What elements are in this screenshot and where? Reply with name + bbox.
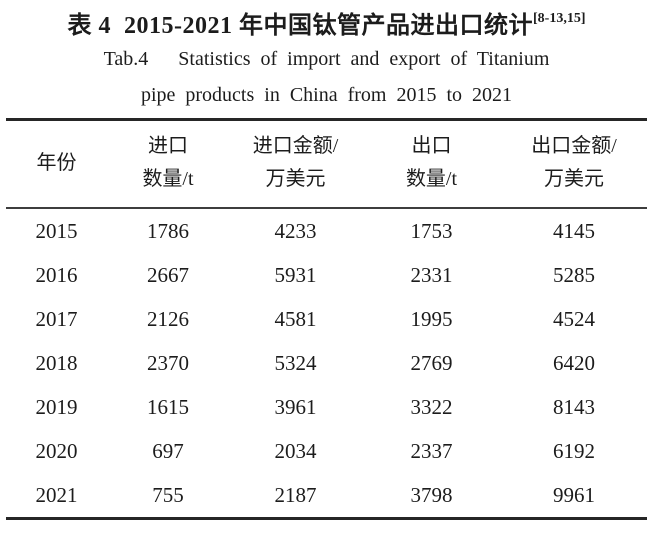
cell-export-qty: 2337: [410, 438, 453, 463]
cell-export-qty: 2331: [410, 262, 453, 287]
table-caption-en-line2: pipe products in China from 2015 to 2021: [140, 84, 513, 106]
cell-export-value: 8143: [553, 394, 595, 419]
cell-export-qty: 1753: [410, 218, 453, 243]
col-header-import-value: 进口金额/ 万美元: [229, 119, 362, 209]
table-row-2016: 2016 2667 5931 2331 5285: [6, 253, 647, 297]
cell-import-value: 4233: [274, 218, 317, 243]
cell-year: 2019: [35, 394, 78, 419]
cell-import-qty: 2667: [147, 262, 189, 287]
table-row-2020: 2020 697 2034 2337 6192: [6, 429, 647, 473]
col-header-export-qty: 出口 数量/t: [362, 119, 501, 209]
table-row-2021: 2021 755 2187 3798 9961: [6, 473, 647, 519]
cell-import-qty: 1615: [147, 394, 189, 419]
reference-superscript: [8-13,15]: [533, 11, 586, 26]
table-row-2019: 2019 1615 3961 3322 8143: [6, 385, 647, 429]
cell-import-qty: 1786: [147, 218, 189, 243]
col-header-import-qty-line2: 数量/t: [142, 168, 194, 190]
cell-import-value: 5931: [274, 262, 317, 287]
cell-year: 2015: [35, 218, 78, 243]
cell-import-qty: 2370: [147, 350, 189, 375]
cell-year: 2017: [35, 306, 78, 331]
cell-export-value: 6420: [553, 350, 595, 375]
cell-export-value: 4524: [553, 306, 595, 331]
cell-import-value: 4581: [274, 306, 317, 331]
col-header-export-value-line2: 万美元: [544, 168, 604, 190]
cell-export-value: 6192: [553, 438, 595, 463]
table-caption-zh: 表 4 2015-2021 年中国钛管产品进出口统计[8-13,15]: [0, 6, 653, 41]
cell-import-value: 2187: [274, 482, 317, 507]
table-row-2015: 2015 1786 4233 1753 4145: [6, 208, 647, 253]
import-export-table: 年份 进口 数量/t 进口金额/ 万美元 出口 数量/t 出口金额/ 万美元: [6, 118, 647, 520]
table-row-2017: 2017 2126 4581 1995 4524: [6, 297, 647, 341]
col-header-import-qty: 进口 数量/t: [107, 119, 229, 209]
cell-import-qty: 755: [152, 482, 184, 507]
cell-import-value: 3961: [274, 394, 317, 419]
cell-export-value: 9961: [553, 482, 595, 507]
col-header-import-value-line2: 万美元: [265, 168, 326, 190]
table-body: 2015 1786 4233 1753 4145 2016 2667 5931 …: [6, 208, 647, 519]
cell-import-qty: 697: [152, 438, 184, 463]
paper-page: 表 4 2015-2021 年中国钛管产品进出口统计[8-13,15] Tab.…: [0, 6, 653, 520]
cell-export-value: 5285: [553, 262, 595, 287]
cell-year: 2016: [35, 262, 78, 287]
col-header-export-value-line1: 出口金额/: [531, 135, 617, 157]
cell-export-qty: 1995: [410, 306, 453, 331]
cell-year: 2021: [35, 482, 78, 507]
col-header-export-qty-line2: 数量/t: [405, 168, 458, 190]
cell-export-value: 4145: [553, 218, 595, 243]
cell-year: 2020: [35, 438, 78, 463]
col-header-year-label: 年份: [36, 151, 77, 174]
table-header: 年份 进口 数量/t 进口金额/ 万美元 出口 数量/t 出口金额/ 万美元: [6, 119, 647, 209]
col-header-year: 年份: [6, 119, 107, 209]
col-header-import-qty-line1: 进口: [148, 135, 188, 157]
cell-export-qty: 2769: [410, 350, 453, 375]
col-header-import-value-line1: 进口金额/: [252, 135, 339, 157]
table-header-row: 年份 进口 数量/t 进口金额/ 万美元 出口 数量/t 出口金额/ 万美元: [6, 119, 647, 209]
cell-export-qty: 3322: [410, 394, 453, 419]
cell-year: 2018: [35, 350, 78, 375]
cell-export-qty: 3798: [410, 482, 453, 507]
table-caption-zh-text: 表 4 2015-2021 年中国钛管产品进出口统计: [67, 13, 533, 39]
table-caption-en-line1: Tab.4 Statistics of import and export of…: [103, 48, 550, 70]
cell-import-value: 2034: [274, 438, 317, 463]
cell-import-value: 5324: [274, 350, 317, 375]
table-row-2018: 2018 2370 5324 2769 6420: [6, 341, 647, 385]
col-header-export-qty-line1: 出口: [411, 135, 452, 157]
col-header-export-value: 出口金额/ 万美元: [501, 119, 647, 209]
cell-import-qty: 2126: [147, 306, 189, 331]
